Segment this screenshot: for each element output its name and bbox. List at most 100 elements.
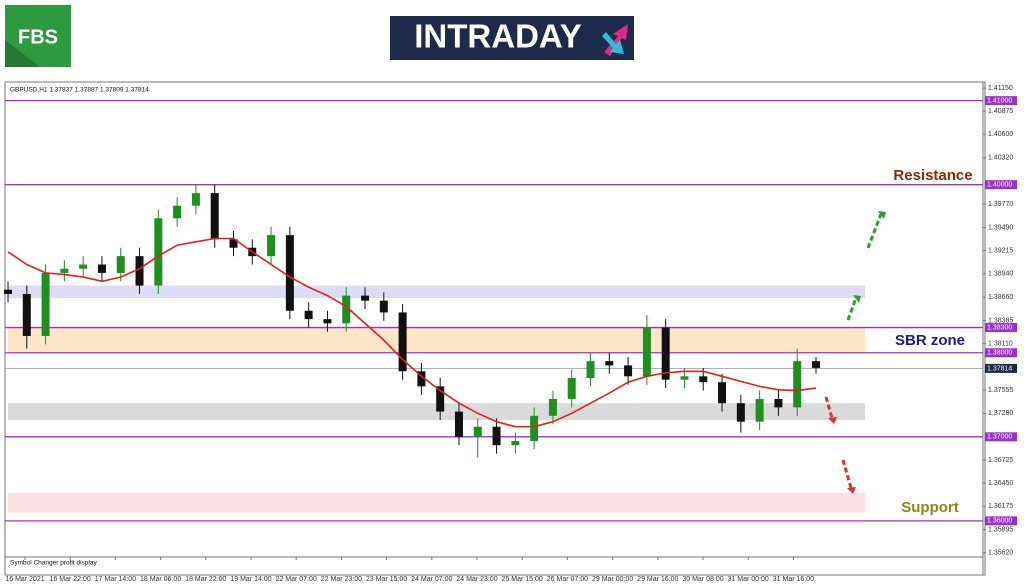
candle-body [473,426,482,437]
candle-body [210,193,219,240]
level-label-box [985,96,1017,106]
annotation: Support [901,499,959,516]
candle-body [736,403,745,422]
candle-body [436,386,445,412]
x-tick-label: 18 Mar 06:00 [140,576,181,583]
y-tick-label: 1.39770 [988,201,1013,208]
y-tick-label: 1.35895 [988,527,1013,534]
y-tick-label: 1.37555 [988,387,1013,394]
annotation: Resistance [893,167,972,184]
symbol-info: GBPUSD,H1 1.37837 1.37887 1.37809 1.3781… [10,87,149,94]
logo-fold [5,40,40,67]
candle-body [398,312,407,372]
arrow-head [878,211,886,219]
candle-body [285,235,294,311]
x-tick-label: 22 Mar 23:00 [321,576,362,583]
candle-body [793,361,802,408]
x-tick-label: 24 Mar 07:00 [411,576,452,583]
candle-body [699,376,708,383]
moving-average [7,237,817,428]
banner-box [390,16,634,60]
y-tick-label: 1.36175 [988,503,1013,510]
y-tick-label: 1.35620 [988,550,1013,557]
arrow-head [828,417,837,424]
y-tick-label: 1.39215 [988,248,1013,255]
annotation: SBR zone [895,332,965,349]
candle-body [624,365,633,377]
arrow-up [846,297,858,321]
candle-body [680,376,689,380]
arrow-down [824,396,834,419]
candle-body [267,235,276,257]
candle-body [605,361,614,366]
candle-body [454,411,463,437]
candle-body [417,371,426,387]
y-tick-label: 1.36450 [988,480,1013,487]
arrow-head [847,487,856,494]
level-label-box [985,432,1017,442]
arrow-up [866,213,883,249]
banner-arrow-down [602,32,624,54]
x-tick-label: 17 Mar 14:00 [95,576,136,583]
candle-body [548,399,557,416]
y-tick-label: 1.36725 [988,457,1013,464]
banner-arrow-up [604,24,628,56]
candle-body [323,319,332,324]
zone [8,327,865,353]
candle-body [191,193,200,206]
candle-body [116,256,125,273]
level-label-box [985,348,1017,358]
y-tick-label: 1.41150 [988,85,1013,92]
candle-body [567,377,576,399]
candle-body [755,399,764,422]
x-tick-label: 18 Mar 22:00 [185,576,226,583]
last-price-label: 1.37814 [987,365,1012,372]
candle-body [304,310,313,320]
candle-body [41,272,50,336]
y-tick-label: 1.38940 [988,271,1013,278]
candle-body [4,289,12,294]
forecast-arrows [824,211,886,494]
candle-body [154,218,163,286]
x-tick-label: 23 Mar 15:00 [366,576,407,583]
x-tick-label: 16 Mar 2021 [5,576,44,583]
x-tick-label: 25 Mar 15:00 [502,576,543,583]
level-label: 1.36000 [987,518,1012,525]
x-tick-label: 26 Mar 07:00 [547,576,588,583]
candle-body [774,399,783,408]
x-tick-label: 29 Mar 16:00 [637,576,678,583]
x-tick-label: 31 Mar 00:00 [728,576,769,583]
x-tick-label: 16 Mar 22:00 [50,576,91,583]
level-label-box [985,180,1017,190]
y-tick-label: 1.38110 [988,340,1013,347]
candle-body [229,239,238,248]
banner-title: INTRADAY [414,18,581,55]
level-label-box [985,323,1017,333]
arrow-head [853,295,861,303]
x-tick-label: 19 Mar 14:00 [230,576,271,583]
candle-body [812,361,820,368]
arrow-down [841,459,853,489]
plot: 1.41150 1.40875 1.40600 1.40320 1.39770 1.394… [4,85,1017,583]
candle-body [135,256,144,286]
level-label: 1.40000 [987,182,1012,189]
candle-body [530,415,539,442]
y-tick-label: 1.40320 [988,155,1013,162]
zone [8,493,865,513]
candle-body [361,295,370,301]
y-tick-label: 1.39490 [988,224,1013,231]
x-tick-label: 31 Mar 16:00 [773,576,814,583]
x-tick-label: 24 Mar 23:00 [456,576,497,583]
last-price-box [985,363,1017,373]
logo-text: FBS [18,26,58,48]
candle-body [79,264,88,269]
x-tick-label: 29 Mar 00:00 [592,576,633,583]
zone [8,285,865,299]
fbs-logo: FBS [5,5,71,67]
candle-body [492,426,501,446]
footer-note: Symbol Changer profit display [10,560,97,567]
level-label: 1.38300 [987,324,1012,331]
candle-body [379,300,388,313]
candle-body [586,361,595,378]
